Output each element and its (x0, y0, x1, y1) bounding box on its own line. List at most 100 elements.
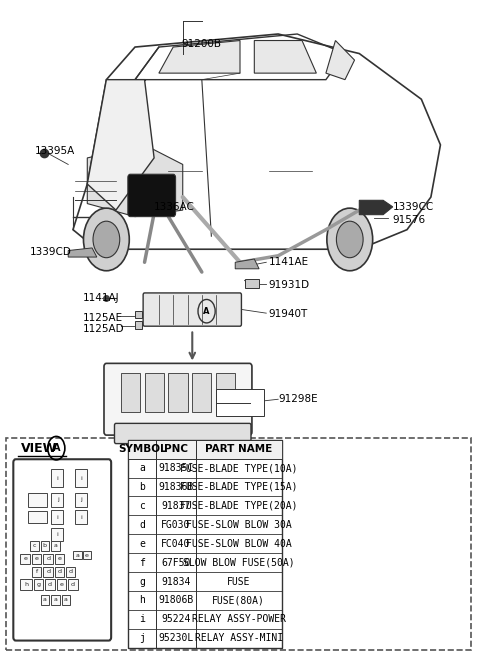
Text: c: c (33, 543, 36, 548)
Bar (21, 579, 33, 590)
Text: FUSE-BLADE TYPE(15A): FUSE-BLADE TYPE(15A) (180, 482, 297, 492)
Text: g: g (36, 582, 41, 587)
Text: a: a (139, 463, 145, 473)
Text: 91576: 91576 (393, 215, 426, 225)
Text: A: A (52, 443, 60, 453)
Text: d: d (71, 582, 75, 587)
Bar (83, 552, 91, 559)
Polygon shape (87, 80, 154, 210)
Text: c: c (139, 501, 145, 511)
Text: FUSE(80A): FUSE(80A) (212, 595, 265, 605)
Bar (135, 310, 142, 318)
Text: 1141AJ: 1141AJ (83, 293, 119, 303)
Bar (43, 554, 53, 563)
Circle shape (327, 208, 372, 271)
Text: d: d (46, 569, 50, 574)
Text: 91834: 91834 (161, 576, 191, 586)
Text: 67F50: 67F50 (161, 557, 191, 568)
Text: b: b (139, 482, 145, 492)
Text: f: f (139, 557, 145, 568)
Text: d: d (46, 556, 50, 561)
Text: a: a (43, 597, 47, 603)
Bar (128, 440, 281, 458)
FancyBboxPatch shape (104, 364, 252, 435)
Text: i: i (57, 476, 59, 481)
Text: i: i (139, 614, 145, 624)
Text: e: e (139, 538, 145, 549)
Circle shape (336, 221, 363, 257)
Text: h: h (139, 595, 145, 605)
Circle shape (93, 221, 120, 257)
Text: e: e (85, 553, 89, 557)
Text: e: e (60, 582, 63, 587)
Bar (51, 493, 63, 507)
Bar (28, 493, 47, 507)
Bar (51, 469, 63, 487)
Bar (32, 554, 41, 563)
Text: FUSE-SLOW BLOW 30A: FUSE-SLOW BLOW 30A (186, 520, 291, 530)
Text: PNC: PNC (164, 444, 188, 454)
Text: e: e (24, 556, 27, 561)
Text: h: h (24, 582, 28, 587)
Text: e: e (58, 556, 61, 561)
Bar (55, 554, 64, 563)
Bar (51, 595, 60, 605)
Text: FG030: FG030 (161, 520, 191, 530)
FancyBboxPatch shape (143, 293, 241, 326)
Text: g: g (139, 576, 145, 586)
Bar (128, 440, 281, 648)
Bar (57, 579, 66, 590)
Text: 1125AE: 1125AE (83, 312, 123, 323)
Text: RELAY ASSY-POWER: RELAY ASSY-POWER (192, 614, 286, 624)
Text: 1339CD: 1339CD (30, 248, 72, 257)
Bar (135, 321, 142, 329)
Text: PART NAME: PART NAME (205, 444, 272, 454)
Text: 95224: 95224 (161, 614, 191, 624)
Text: a: a (75, 553, 79, 557)
Bar (40, 541, 49, 551)
Bar (216, 373, 235, 412)
Bar (75, 510, 87, 525)
Text: 91806B: 91806B (158, 595, 193, 605)
Polygon shape (235, 259, 259, 269)
Text: j: j (81, 497, 82, 502)
Polygon shape (326, 41, 355, 80)
Text: RELAY ASSY-MINI: RELAY ASSY-MINI (194, 633, 283, 643)
Polygon shape (159, 41, 240, 73)
Bar (51, 510, 63, 525)
Polygon shape (254, 41, 316, 73)
Text: d: d (69, 569, 72, 574)
Bar (28, 512, 47, 523)
Text: 1125AD: 1125AD (83, 324, 124, 335)
Bar (168, 373, 188, 412)
Text: 1141AE: 1141AE (269, 257, 309, 267)
Text: a: a (64, 597, 68, 603)
Text: FUSE-BLADE TYPE(20A): FUSE-BLADE TYPE(20A) (180, 501, 297, 511)
Bar (75, 469, 87, 487)
Text: 91836B: 91836B (158, 482, 193, 492)
Bar (144, 373, 164, 412)
Bar (55, 567, 64, 576)
Text: a: a (53, 543, 57, 548)
FancyBboxPatch shape (115, 423, 251, 443)
Text: 91200B: 91200B (182, 39, 222, 48)
Polygon shape (68, 248, 97, 257)
Text: j: j (139, 633, 145, 643)
Text: FUSE-BLADE TYPE(10A): FUSE-BLADE TYPE(10A) (180, 463, 297, 473)
Text: SLOW BLOW FUSE(50A): SLOW BLOW FUSE(50A) (183, 557, 294, 568)
Polygon shape (360, 200, 393, 215)
Bar (61, 595, 70, 605)
Text: SYMBOL: SYMBOL (118, 444, 167, 454)
FancyBboxPatch shape (6, 438, 471, 650)
Text: FUSE-SLOW BLOW 40A: FUSE-SLOW BLOW 40A (186, 538, 291, 549)
Text: 91837: 91837 (161, 501, 191, 511)
Bar (192, 373, 211, 412)
Bar (73, 552, 82, 559)
Bar (51, 541, 60, 551)
Text: i: i (81, 476, 82, 481)
Circle shape (84, 208, 129, 271)
Text: FUSE: FUSE (227, 576, 250, 586)
Text: 1339CC: 1339CC (393, 202, 434, 212)
Text: 91298E: 91298E (278, 394, 318, 404)
Bar (51, 529, 63, 542)
